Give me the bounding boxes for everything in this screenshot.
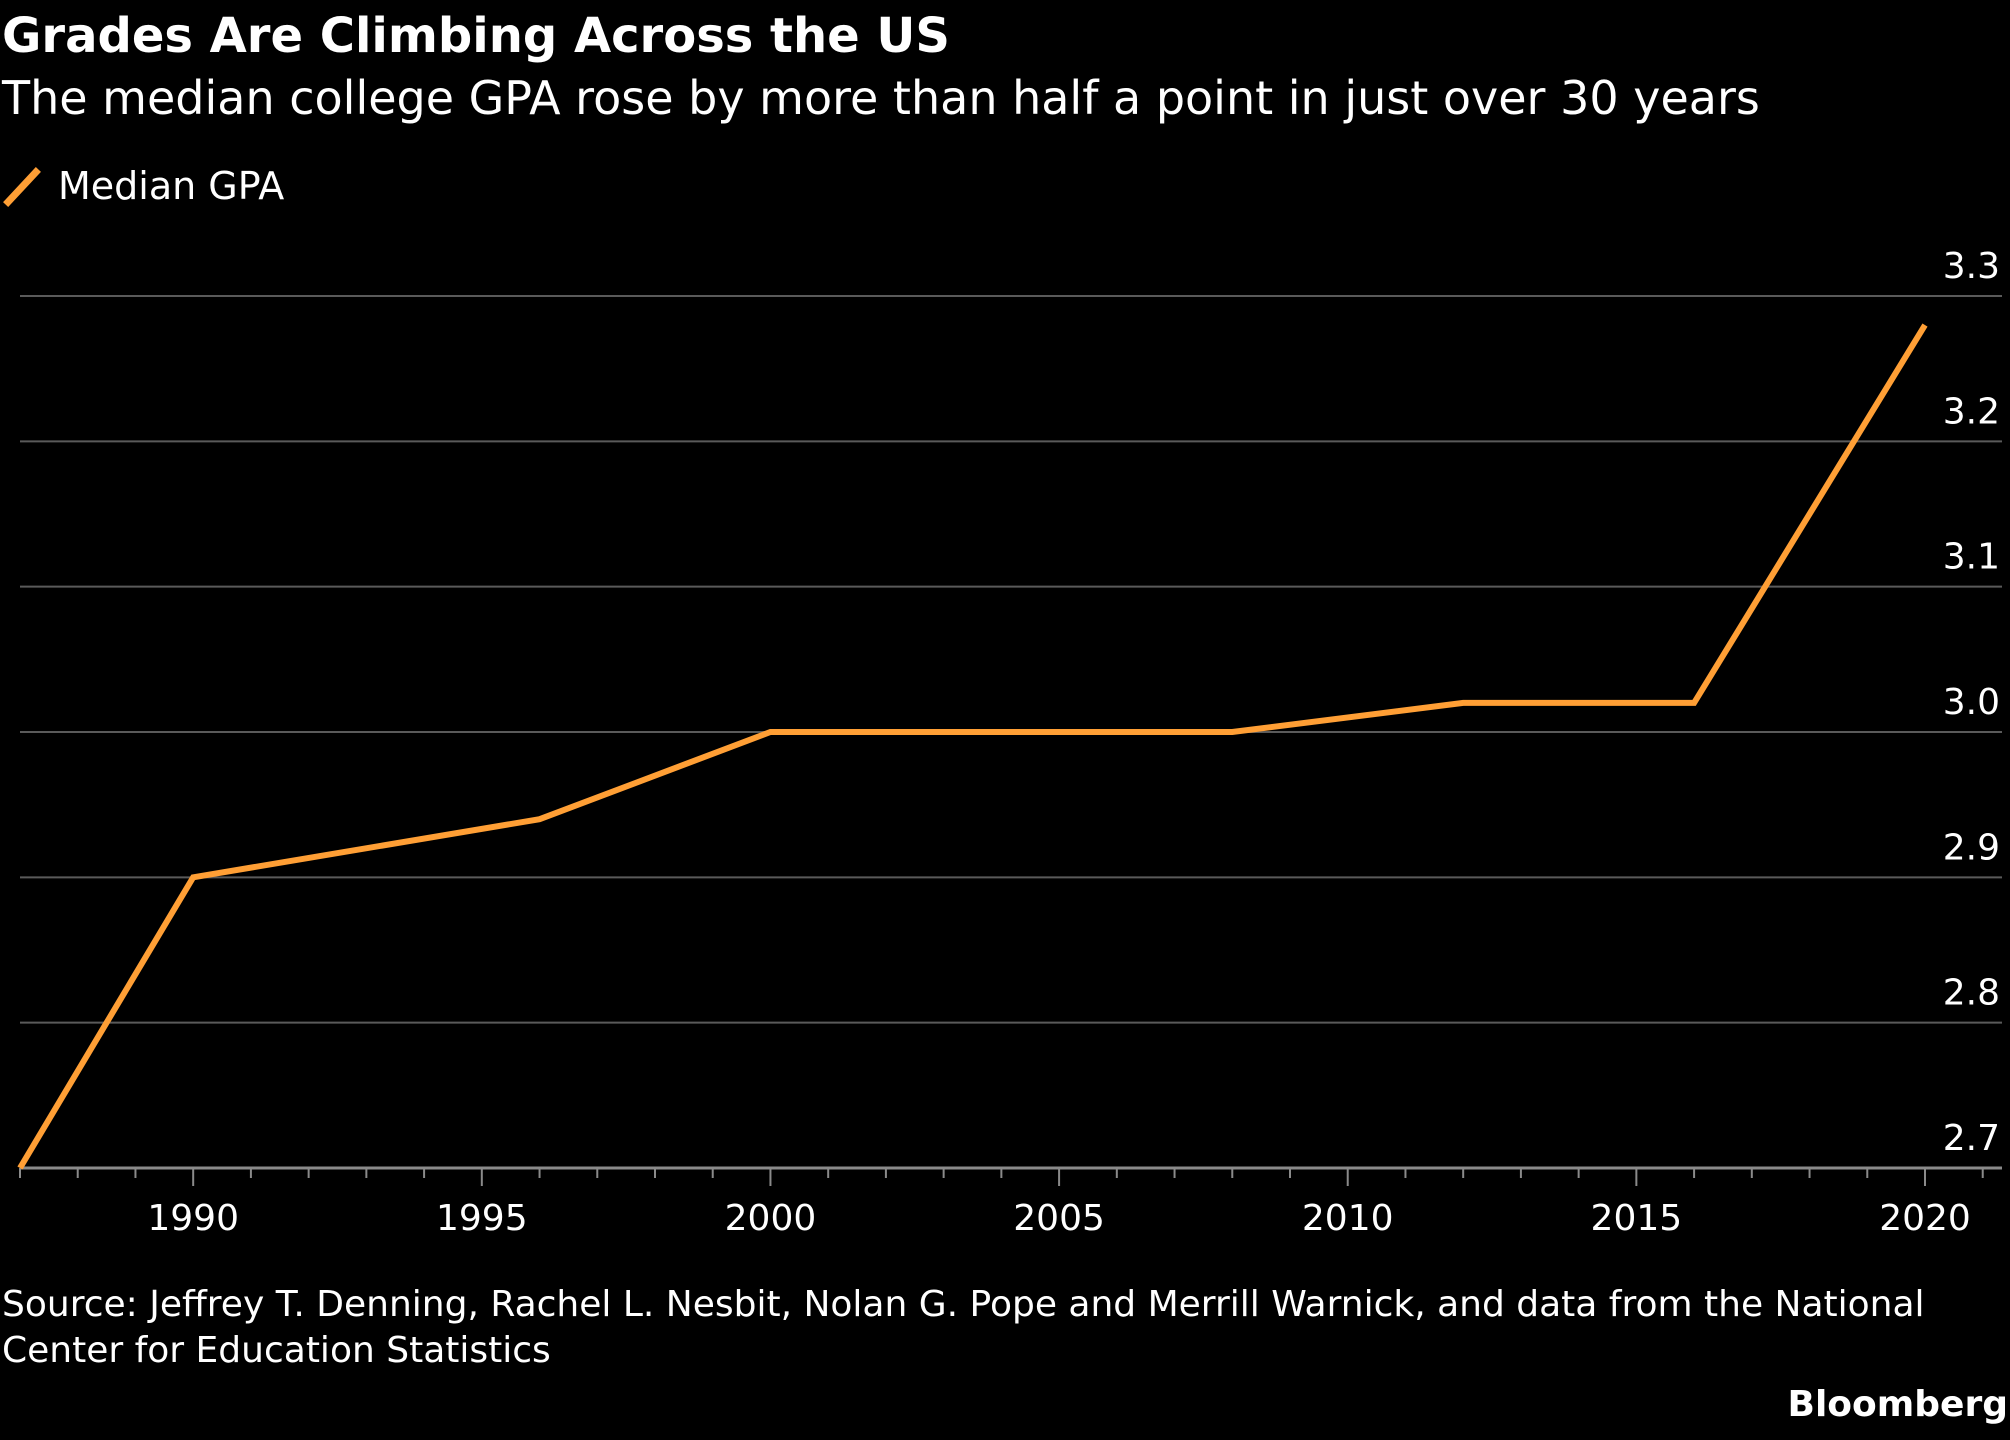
x-tick-label: 2000: [725, 1198, 817, 1239]
bloomberg-logo: Bloomberg: [1787, 1384, 2008, 1425]
chart-subtitle: The median college GPA rose by more than…: [2, 71, 1760, 125]
x-axis-labels: 1990 1995 2000 2005 2010 2015 2020: [147, 1198, 1970, 1239]
y-tick-label: 2.7: [1943, 1118, 2000, 1159]
x-tick-label: 1995: [436, 1198, 528, 1239]
source-note: Source: Jeffrey T. Denning, Rachel L. Ne…: [2, 1284, 1925, 1371]
y-axis-labels: 2.7 2.8 2.9 3.0 3.1 3.2 3.3: [1943, 246, 2000, 1159]
series-line-median-gpa: [17, 323, 1928, 1170]
y-tick-label: 3.1: [1943, 537, 2000, 578]
y-tick-label: 2.9: [1943, 827, 2000, 868]
x-tick-label: 2010: [1302, 1198, 1394, 1239]
series-group: [17, 323, 1928, 1170]
legend-label-median-gpa: Median GPA: [58, 164, 285, 208]
chart-title: Grades Are Climbing Across the US: [2, 8, 950, 64]
line-chart: 2.7 2.8 2.9 3.0 3.1 3.2 3.3 1990 1995 2000 2005 20…: [17, 246, 2002, 1239]
x-axis-ticks: [19, 1168, 1984, 1186]
x-tick-label: 2020: [1879, 1198, 1971, 1239]
legend-swatch-icon: [3, 167, 41, 207]
chart-legend: Median GPA: [2, 160, 284, 212]
y-tick-label: 3.0: [1943, 682, 2000, 723]
x-tick-label: 1990: [147, 1198, 239, 1239]
x-tick-label: 2005: [1013, 1198, 1105, 1239]
y-tick-label: 2.8: [1943, 973, 2000, 1014]
x-tick-label: 2015: [1591, 1198, 1683, 1239]
y-tick-label: 3.3: [1943, 246, 2000, 287]
y-tick-label: 3.2: [1943, 391, 2000, 432]
